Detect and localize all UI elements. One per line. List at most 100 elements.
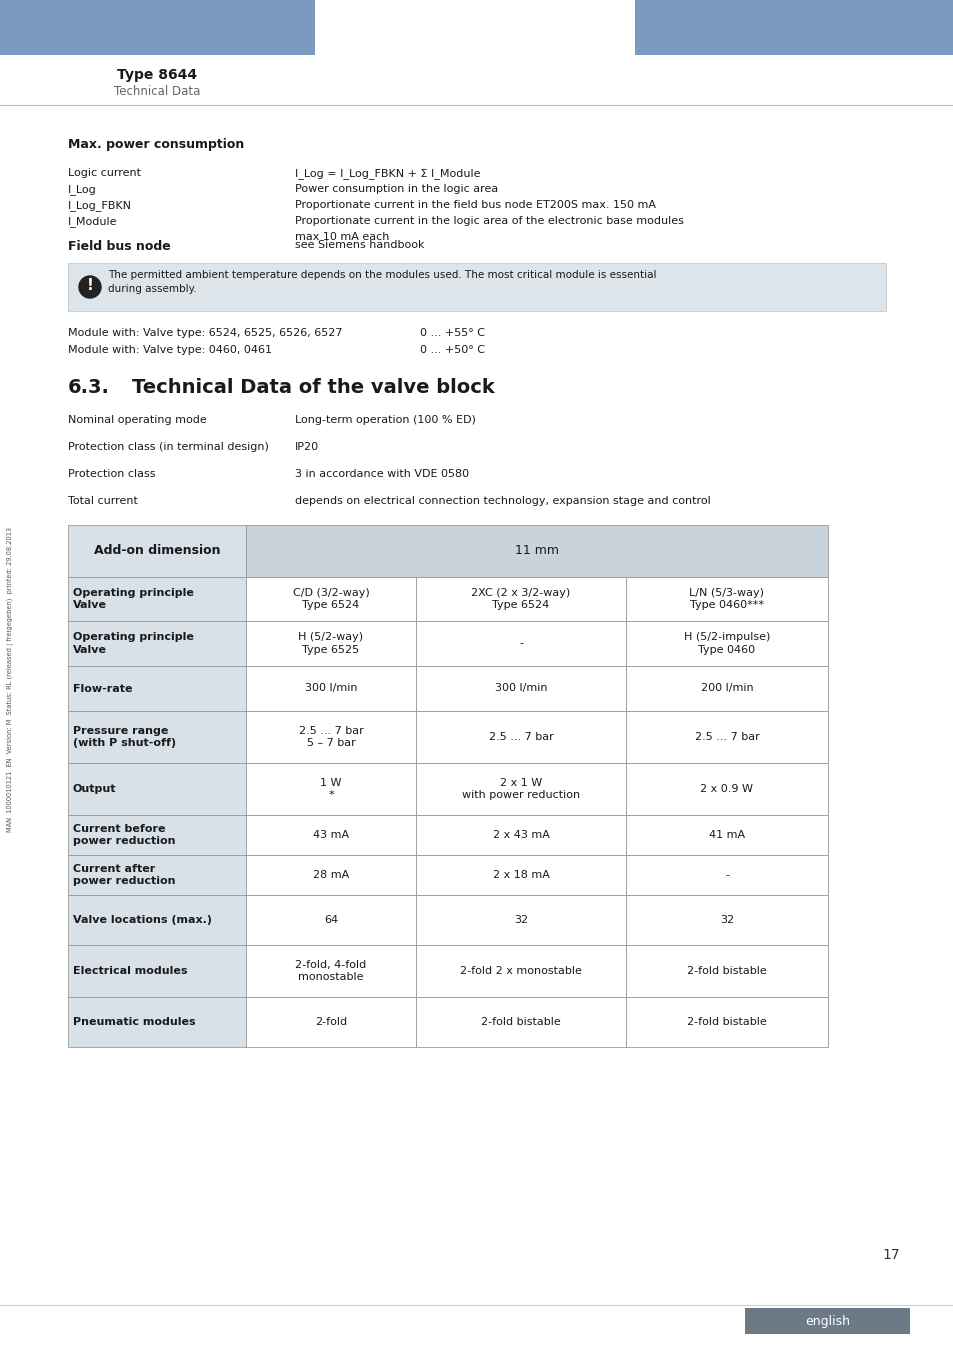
Text: Output: Output [73,784,116,794]
Text: 28 mA: 28 mA [313,869,349,880]
Bar [416,815,625,855]
Bar [625,815,827,855]
Bar [246,666,416,711]
Bar [68,945,246,998]
Text: Proportionate current in the field bus node ET200S max. 150 mA: Proportionate current in the field bus n… [294,200,656,211]
Bar [68,895,246,945]
Text: -: - [724,869,728,880]
Text: 1 W
*: 1 W * [320,778,341,801]
Bar [68,621,246,666]
Text: 300 l/min: 300 l/min [495,683,547,694]
Text: 32: 32 [514,915,528,925]
Text: I_Module: I_Module [68,216,117,227]
Text: english: english [804,1315,849,1327]
Bar [416,855,625,895]
Text: Type 8644: Type 8644 [117,68,197,82]
Text: 2XC (2 x 3/2-way)
Type 6524: 2XC (2 x 3/2-way) Type 6524 [471,587,570,610]
Text: Total current: Total current [68,495,138,506]
Bar [625,998,827,1048]
Bar [246,998,416,1048]
Text: 2.5 ... 7 bar: 2.5 ... 7 bar [694,732,759,742]
Text: Operating principle
Valve: Operating principle Valve [73,632,193,655]
Bar [416,576,625,621]
Text: 2 x 1 W
with power reduction: 2 x 1 W with power reduction [461,778,579,801]
Text: 2.5 ... 7 bar: 2.5 ... 7 bar [488,732,553,742]
Text: Max. power consumption: Max. power consumption [68,138,244,151]
Text: Protection class: Protection class [68,468,155,479]
Text: !: ! [87,278,93,293]
Bar [246,945,416,998]
Text: 2.5 ... 7 bar
5 – 7 bar: 2.5 ... 7 bar 5 – 7 bar [298,725,363,748]
Text: 200 l/min: 200 l/min [700,683,753,694]
Text: 43 mA: 43 mA [313,830,349,840]
Text: 2-fold: 2-fold [314,1017,347,1027]
Bar [68,576,246,621]
Text: IP20: IP20 [294,441,319,452]
Text: 0 ... +50° C: 0 ... +50° C [419,346,484,355]
Bar [416,895,625,945]
Bar [670,12,678,15]
Text: 2 x 18 mA: 2 x 18 mA [492,869,549,880]
Bar [625,895,827,945]
Bar [68,666,246,711]
Text: 2-fold bistable: 2-fold bistable [686,967,766,976]
Bar [416,711,625,763]
Bar [416,666,625,711]
Text: 2-fold 2 x monostable: 2-fold 2 x monostable [459,967,581,976]
Bar [416,998,625,1048]
Bar [635,0,953,55]
Text: 11 mm: 11 mm [515,544,558,558]
Text: Electrical modules: Electrical modules [73,967,188,976]
Bar [246,855,416,895]
Text: 41 mA: 41 mA [708,830,744,840]
Text: Technical Data of the valve block: Technical Data of the valve block [132,378,495,397]
Bar [246,895,416,945]
Bar [68,763,246,815]
Bar [625,711,827,763]
Text: depends on electrical connection technology, expansion stage and control: depends on electrical connection technol… [294,495,710,506]
Text: Current before
power reduction: Current before power reduction [73,824,175,846]
Bar [625,945,827,998]
Bar [68,998,246,1048]
Text: Pneumatic modules: Pneumatic modules [73,1017,195,1027]
Bar [416,621,625,666]
Bar [246,525,827,576]
Bar [744,1308,909,1334]
Text: Power consumption in the logic area: Power consumption in the logic area [294,184,497,194]
Bar [68,525,246,576]
Text: MAN  1000010121  EN  Version: M  Status: RL (released | freigegeben)  printed: 2: MAN 1000010121 EN Version: M Status: RL … [8,528,14,833]
Bar [700,12,754,15]
Text: see Siemens handbook: see Siemens handbook [294,240,424,250]
Text: 32: 32 [720,915,733,925]
Text: 2 x 43 mA: 2 x 43 mA [492,830,549,840]
Text: C/D (3/2-way)
Type 6524: C/D (3/2-way) Type 6524 [293,587,369,610]
Circle shape [79,275,101,298]
Text: Pressure range
(with P shut-off): Pressure range (with P shut-off) [73,725,176,748]
Text: 6.3.: 6.3. [68,378,110,397]
Text: Valve locations (max.): Valve locations (max.) [73,915,212,925]
Text: 2 x 0.9 W: 2 x 0.9 W [700,784,753,794]
Bar [68,855,246,895]
Bar [625,763,827,815]
Text: I_Log: I_Log [68,184,96,194]
Text: 2-fold, 4-fold
monostable: 2-fold, 4-fold monostable [295,960,366,983]
Text: Field bus node: Field bus node [68,240,171,252]
Text: Module with: Valve type: 6524, 6525, 6526, 6527: Module with: Valve type: 6524, 6525, 652… [68,328,342,338]
Bar [246,815,416,855]
Text: 3 in accordance with VDE 0580: 3 in accordance with VDE 0580 [294,468,469,479]
Text: Operating principle
Valve: Operating principle Valve [73,587,193,610]
Bar [625,855,827,895]
Bar [246,576,416,621]
Text: FLUID CONTROL SYSTEMS: FLUID CONTROL SYSTEMS [661,42,751,49]
Bar [246,711,416,763]
Bar [625,666,827,711]
Bar [68,263,885,310]
Bar [246,621,416,666]
Text: bürkert: bürkert [659,20,740,40]
Text: Module with: Valve type: 0460, 0461: Module with: Valve type: 0460, 0461 [68,346,272,355]
Text: Flow-rate: Flow-rate [73,683,132,694]
Bar [0,0,314,55]
Text: max 10 mA each: max 10 mA each [294,232,389,242]
Text: -: - [518,639,522,648]
Text: Nominal operating mode: Nominal operating mode [68,414,207,425]
